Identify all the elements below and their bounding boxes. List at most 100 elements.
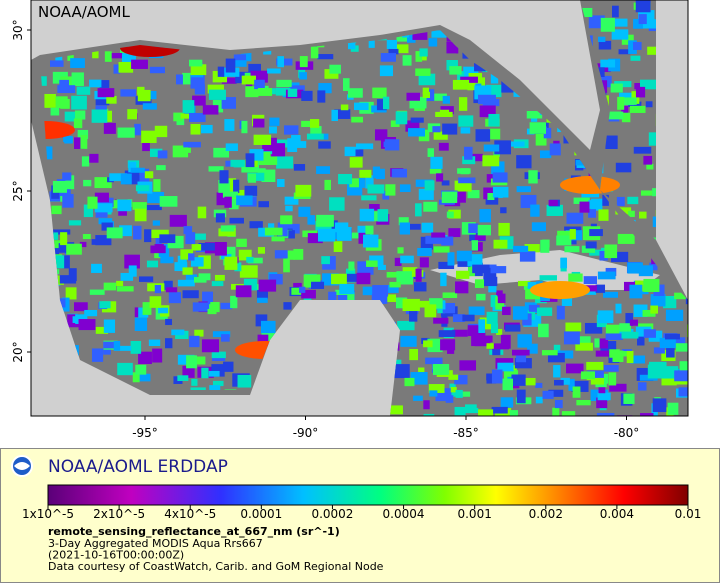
lon-label: -85°	[453, 426, 479, 440]
land-east	[656, 0, 688, 300]
satellite-pixel	[393, 364, 410, 379]
satellite-pixel	[174, 262, 188, 272]
satellite-pixel	[639, 211, 647, 219]
satellite-pixel	[95, 209, 108, 218]
satellite-pixel	[287, 88, 298, 97]
satellite-pixel	[245, 86, 259, 98]
legend-title: NOAA/AOML ERDDAP	[48, 457, 228, 477]
satellite-pixel	[608, 372, 617, 386]
satellite-pixel	[479, 105, 496, 118]
satellite-pixel	[89, 153, 99, 163]
satellite-pixel	[81, 156, 90, 167]
colorbar-label: 0.0002	[311, 507, 353, 521]
satellite-pixel	[186, 355, 197, 369]
satellite-pixel	[536, 307, 553, 316]
lon-label: -95°	[132, 426, 158, 440]
satellite-pixel	[423, 400, 430, 410]
satellite-pixel	[615, 303, 622, 314]
satellite-pixel	[277, 179, 285, 187]
satellite-pixel	[667, 402, 679, 415]
satellite-pixel	[529, 122, 547, 134]
satellite-pixel	[344, 146, 360, 157]
satellite-pixel	[221, 77, 237, 84]
satellite-pixel	[565, 322, 582, 332]
satellite-pixel	[610, 83, 623, 93]
satellite-pixel	[194, 329, 204, 337]
satellite-pixel	[371, 294, 388, 304]
satellite-pixel	[649, 262, 658, 271]
satellite-pixel	[602, 194, 609, 206]
satellite-pixel	[441, 191, 458, 203]
satellite-pixel	[497, 293, 506, 304]
satellite-pixel	[643, 329, 656, 338]
satellite-pixel	[515, 353, 527, 363]
satellite-pixel	[191, 378, 198, 386]
satellite-pixel	[134, 208, 147, 222]
satellite-pixel	[408, 128, 426, 137]
satellite-pixel	[588, 15, 605, 29]
satellite-pixel	[64, 136, 73, 144]
satellite-pixel	[79, 241, 87, 248]
satellite-pixel	[141, 130, 157, 143]
satellite-pixel	[500, 397, 514, 408]
satellite-pixel	[65, 175, 75, 190]
satellite-pixel	[450, 387, 457, 393]
satellite-pixel	[154, 125, 168, 138]
satellite-pixel	[280, 215, 293, 225]
satellite-pixel	[630, 355, 646, 364]
satellite-pixel	[424, 180, 435, 191]
satellite-pixel	[638, 14, 647, 25]
satellite-pixel	[208, 166, 224, 172]
satellite-pixel	[419, 257, 429, 268]
satellite-pixel	[448, 228, 461, 238]
land-mexico	[31, 120, 400, 416]
satellite-pixel	[374, 129, 388, 141]
satellite-pixel	[351, 232, 359, 239]
satellite-pixel	[254, 79, 265, 90]
satellite-pixel	[222, 191, 239, 198]
satellite-pixel	[449, 66, 462, 75]
satellite-pixel	[191, 244, 202, 251]
satellite-pixel	[486, 311, 498, 324]
satellite-pixel	[552, 407, 560, 416]
satellite-pixel	[633, 18, 643, 29]
satellite-pixel	[391, 168, 407, 178]
satellite-pixel	[410, 117, 424, 123]
satellite-pixel	[664, 333, 680, 340]
satellite-pixel	[124, 254, 140, 269]
colorbar-label: 2x10^-5	[93, 507, 145, 521]
satellite-pixel	[375, 168, 385, 180]
satellite-pixel	[687, 413, 688, 416]
satellite-pixel	[261, 330, 276, 342]
satellite-pixel	[135, 364, 147, 375]
satellite-pixel	[377, 209, 389, 222]
satellite-pixel	[152, 348, 163, 363]
satellite-pixel	[62, 255, 70, 269]
satellite-pixel	[516, 389, 526, 404]
satellite-pixel	[106, 95, 117, 104]
satellite-pixel	[561, 292, 573, 306]
satellite-pixel	[471, 240, 478, 251]
satellite-pixel	[41, 146, 53, 160]
satellite-pixel	[221, 253, 232, 260]
satellite-pixel	[165, 338, 173, 349]
satellite-pixel	[452, 79, 470, 90]
satellite-pixel	[148, 91, 157, 100]
satellite-pixel	[423, 201, 438, 212]
satellite-pixel	[519, 251, 536, 262]
satellite-pixel	[349, 157, 363, 168]
satellite-pixel	[77, 129, 89, 140]
satellite-pixel	[208, 370, 220, 377]
satellite-pixel	[68, 220, 82, 226]
satellite-pixel	[588, 209, 597, 218]
satellite-pixel	[492, 172, 508, 183]
satellite-pixel	[333, 241, 343, 252]
satellite-pixel	[468, 73, 483, 80]
satellite-pixel	[182, 72, 194, 85]
satellite-pixel	[223, 361, 234, 372]
satellite-pixel	[497, 362, 514, 372]
satellite-pixel	[113, 340, 121, 351]
satellite-pixel	[406, 33, 416, 43]
satellite-pixel	[405, 120, 420, 132]
satellite-pixel	[383, 294, 396, 302]
